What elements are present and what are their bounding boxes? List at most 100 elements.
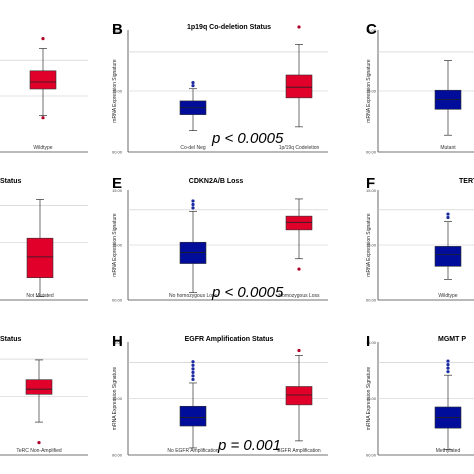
panel-title: MGMT P: [438, 336, 466, 343]
outlier-point: [191, 81, 195, 85]
box-body: [25, 379, 53, 395]
box-wildtype: Wildtype: [29, 37, 57, 151]
y-tick-label: 15.00: [366, 28, 377, 33]
box-body: [26, 237, 54, 279]
outlier-point: [37, 440, 41, 445]
category-label: Wildtype: [33, 145, 52, 151]
y-axis-label: mRNA Expression Signature: [366, 59, 372, 123]
y-tick-label: 15.00: [112, 188, 123, 193]
box-1p-19q-codeletion: 1p/19q Codeletion: [279, 25, 320, 151]
y-tick-label: 10.00: [112, 243, 123, 248]
box-body: [179, 405, 207, 427]
box-body: [434, 246, 462, 267]
category-label: Co-del Neg: [180, 145, 206, 151]
category-label: Wildtype: [438, 293, 457, 299]
y-tick-label: 10.00: [112, 396, 123, 401]
outlier-point: [297, 348, 301, 353]
box-homozygous-loss: Homozygous Loss: [278, 198, 320, 299]
y-axis-label: mRNA Expression Signature: [112, 367, 118, 431]
category-label: TeRC Non-Amplified: [16, 448, 62, 454]
panel-title: 1p19q Co-deletion Status: [187, 24, 271, 31]
y-tick-label: 15.00: [112, 28, 123, 33]
panel-letter: F: [366, 175, 375, 192]
outlier-point: [41, 116, 45, 120]
outlier-point: [297, 25, 301, 29]
panel-2: 15.00 10.00 00.00 B 1p19q Co-deletion Status…: [112, 21, 328, 155]
y-axis-label: mRNA Expression Signature: [112, 59, 118, 123]
y-axis-label: mRNA Expression Signature: [366, 213, 372, 277]
box-body: [285, 215, 313, 231]
y-tick-label: 00.00: [366, 150, 377, 155]
box-body: [285, 386, 313, 406]
panel-7: Status TeRC Non-Amplified: [0, 336, 88, 456]
y-tick-label: 10.00: [366, 89, 377, 94]
outlier-point: [446, 215, 450, 220]
y-tick-label: 15.00: [112, 340, 123, 345]
p-value-label: p = 0.001: [217, 437, 281, 454]
category-label: No EGFR Amplification: [167, 448, 218, 454]
box-body: [285, 74, 313, 99]
y-axis-label: mRNA Expression Signature: [366, 367, 372, 431]
p-value-label: p < 0.0005: [211, 130, 284, 147]
box-no-egfr-amplification: No EGFR Amplification: [167, 360, 219, 454]
panel-letter: E: [112, 175, 122, 192]
panel-title: TERT: [459, 178, 474, 185]
panel-title: EGFR Amplification Status: [185, 336, 274, 343]
outlier-point: [446, 370, 450, 374]
y-tick-label: 15.00: [366, 340, 377, 345]
panel-letter: H: [112, 333, 123, 350]
outlier-point: [41, 37, 45, 41]
box-no-homozygous-loss: No homozygous Loss: [169, 199, 218, 299]
panel-title: Status: [0, 178, 22, 185]
box-egfr-amplification: EGFR Amplification: [277, 348, 321, 454]
outlier-point: [191, 363, 195, 367]
y-tick-label: 10.00: [366, 243, 377, 248]
y-tick-label: 10.00: [366, 396, 377, 401]
category-label: Methylated: [436, 448, 461, 454]
y-tick-label: 00.00: [112, 453, 123, 458]
outlier-point: [191, 367, 195, 371]
y-tick-label: 10.00: [112, 89, 123, 94]
outlier-point: [297, 267, 301, 271]
box-methylated: Methylated: [434, 359, 462, 454]
outlier-point: [191, 84, 195, 88]
y-tick-label: 00.00: [366, 298, 377, 303]
outlier-point: [191, 374, 195, 378]
panel-letter: C: [366, 21, 377, 38]
category-label: EGFR Amplification: [277, 448, 321, 454]
box-not-mutated: Not Mutated: [26, 199, 54, 299]
category-label: Homozygous Loss: [278, 293, 320, 299]
panel-letter: B: [112, 21, 123, 38]
panel-9: 15.00 10.00 00.00 I MGMT P mRNA Expression Si…: [366, 333, 474, 458]
outlier-point: [191, 370, 195, 374]
outlier-point: [446, 366, 450, 370]
category-label: No homozygous Loss: [169, 293, 218, 299]
outlier-point: [191, 206, 195, 210]
box-terc-non-amplified: TeRC Non-Amplified: [16, 359, 62, 454]
box-wildtype: Wildtype: [434, 212, 462, 299]
outlier-point: [446, 363, 450, 367]
y-tick-label: 15.00: [366, 188, 377, 193]
panel-title: CDKN2A/B Loss: [189, 178, 244, 185]
y-tick-label: 00.00: [112, 298, 123, 303]
outlier-point: [446, 359, 450, 363]
category-label: Mutant: [440, 145, 456, 151]
panel-5: 15.00 10.00 00.00 E CDKN2A/B Loss mRNA Expres…: [112, 175, 328, 303]
panel-8: 15.00 10.00 00.00 H EGFR Amplification Statu…: [112, 333, 328, 458]
outlier-point: [191, 202, 195, 207]
panel-6: 15.00 10.00 00.00 F TERT mRNA Expression Sign…: [366, 175, 474, 303]
y-tick-label: 00.00: [112, 150, 123, 155]
outlier-point: [191, 377, 195, 382]
panel-1: Wildtypep < 0.0005: [0, 37, 88, 153]
category-label: Not Mutated: [26, 293, 53, 299]
panel-4: Status Not Mutated: [0, 178, 88, 301]
y-tick-label: 00.00: [366, 453, 377, 458]
panel-title: Status: [0, 336, 22, 343]
outlier-point: [191, 199, 195, 203]
box-body: [29, 70, 57, 90]
panel-letter: I: [366, 333, 370, 350]
p-value-label: p < 0.0005: [211, 284, 284, 301]
box-co-del-neg: Co-del Neg: [179, 81, 207, 151]
